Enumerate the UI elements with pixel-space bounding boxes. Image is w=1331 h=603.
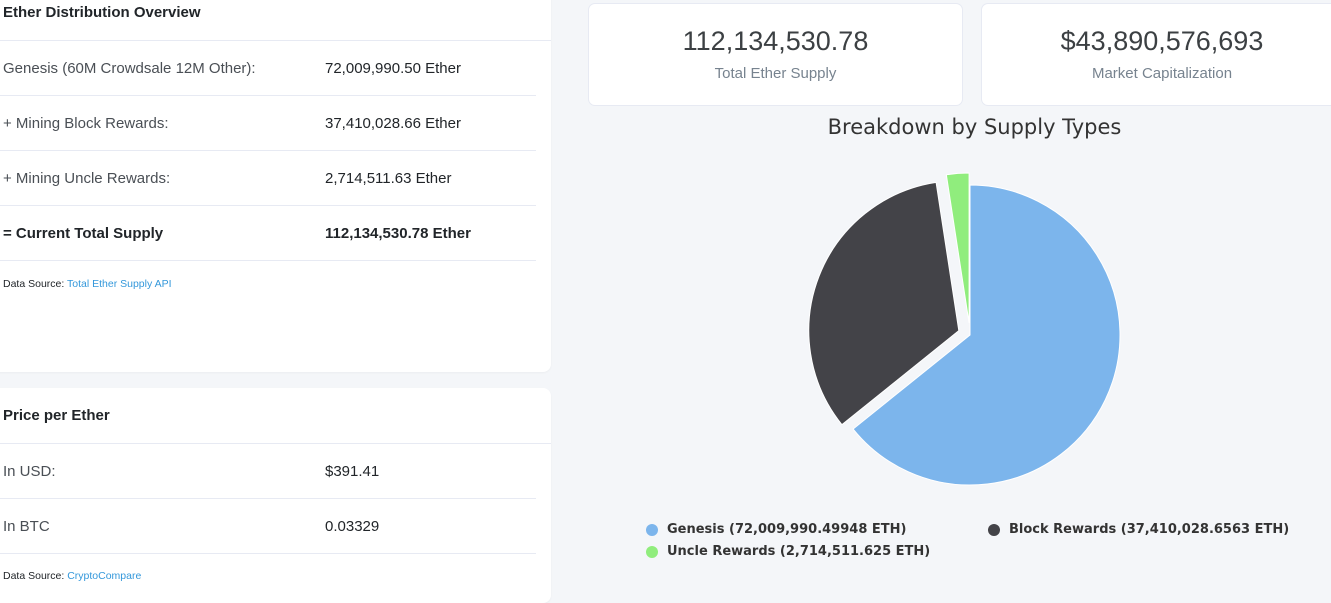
row-usd: In USD: $391.41 (0, 444, 536, 499)
chart-title: Breakdown by Supply Types (827, 115, 1122, 139)
row-label: + Mining Block Rewards: (3, 115, 169, 132)
data-source-prefix: Data Source: (3, 570, 68, 582)
pie-slice-block-rewards[interactable] (808, 181, 960, 426)
row-value: 37,410,028.66 Ether (325, 115, 461, 132)
total-supply-label: Total Ether Supply (714, 65, 837, 82)
supply-pie-chart (808, 172, 1121, 486)
legend-label: Genesis (72,009,990.49948 ETH) (667, 522, 907, 537)
row-value: 72,009,990.50 Ether (325, 60, 461, 77)
distribution-title: Ether Distribution Overview (0, 0, 551, 41)
legend-item-genesis[interactable]: Genesis (72,009,990.49948 ETH) (646, 522, 906, 537)
row-btc: In BTC 0.03329 (0, 499, 536, 554)
cryptocompare-link[interactable]: CryptoCompare (67, 570, 142, 582)
row-label: Genesis (60M Crowdsale 12M Other): (3, 60, 256, 77)
distribution-card: Ether Distribution Overview Genesis (60M… (0, 0, 551, 372)
legend-label: Block Rewards (37,410,028.6563 ETH) (1009, 522, 1290, 537)
row-label: = Current Total Supply (3, 225, 164, 242)
row-uncle-rewards: + Mining Uncle Rewards: 2,714,511.63 Eth… (0, 151, 536, 206)
data-source: Data Source: CryptoCompare (0, 554, 551, 582)
genesis-legend-marker (646, 523, 658, 536)
row-value: $391.41 (325, 463, 380, 480)
row-block-rewards: + Mining Block Rewards: 37,410,028.66 Et… (0, 96, 536, 151)
uncle-rewards-legend-marker (646, 545, 658, 558)
total-supply-stat: 112,134,530.78 Total Ether Supply (588, 3, 963, 106)
block-rewards-legend-marker (988, 523, 1000, 536)
legend-item-uncle-rewards[interactable]: Uncle Rewards (2,714,511.625 ETH) (646, 544, 930, 559)
data-source-prefix: Data Source: (3, 278, 68, 290)
price-card: Price per Ether In USD: $391.41 In BTC 0… (0, 388, 551, 603)
market-cap-label: Market Capitalization (1091, 65, 1233, 82)
row-label: + Mining Uncle Rewards: (3, 170, 171, 187)
legend-item-block-rewards[interactable]: Block Rewards (37,410,028.6563 ETH) (988, 522, 1289, 537)
price-title: Price per Ether (0, 388, 551, 444)
legend-label: Uncle Rewards (2,714,511.625 ETH) (667, 544, 931, 559)
total-ether-supply-api-link[interactable]: Total Ether Supply API (67, 278, 172, 290)
row-value: 2,714,511.63 Ether (325, 170, 452, 187)
row-genesis: Genesis (60M Crowdsale 12M Other): 72,00… (0, 41, 536, 96)
data-source: Data Source: Total Ether Supply API (0, 261, 551, 290)
row-label: In BTC (3, 518, 50, 535)
pie-slice-uncle-rewards[interactable] (945, 172, 970, 324)
pie-slice-genesis[interactable] (852, 184, 1121, 486)
row-value: 0.03329 (325, 518, 380, 535)
total-supply-value: 112,134,530.78 (682, 26, 869, 56)
market-cap-value: $43,890,576,693 (1060, 26, 1264, 56)
row-total-supply: = Current Total Supply 112,134,530.78 Et… (0, 206, 536, 261)
market-cap-stat: $43,890,576,693 Market Capitalization (981, 3, 1331, 106)
row-label: In USD: (3, 463, 56, 480)
row-value: 112,134,530.78 Ether (325, 225, 471, 242)
